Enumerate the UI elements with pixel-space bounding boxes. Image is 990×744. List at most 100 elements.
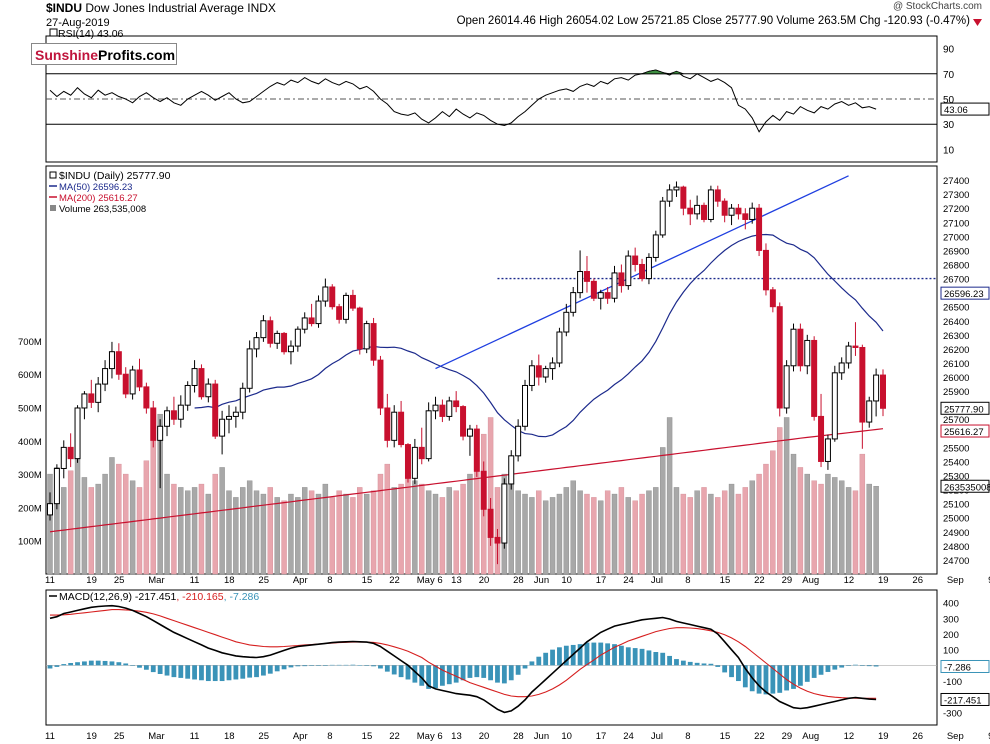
x-tick-label-bottom: 28 xyxy=(513,731,524,742)
volume-bar xyxy=(357,487,363,575)
macd-histogram-bar xyxy=(674,659,679,666)
volume-bar xyxy=(604,490,611,575)
price-tick-label: 27300 xyxy=(943,190,969,201)
volume-bar xyxy=(398,483,404,575)
x-tick-label-bottom: 19 xyxy=(86,731,97,742)
x-tick-label: 29 xyxy=(782,575,793,586)
candle-body xyxy=(274,332,281,344)
candle-body xyxy=(356,307,363,350)
macd-histogram-bar xyxy=(846,665,851,666)
macd-histogram-bar xyxy=(316,665,321,666)
volume-bar xyxy=(646,490,652,575)
volume-bar xyxy=(797,467,804,575)
volume-legend-icon xyxy=(50,205,56,211)
candle-body xyxy=(143,386,150,409)
candle-body xyxy=(336,306,343,320)
macd-tick-label: 400 xyxy=(943,599,959,610)
candle-body xyxy=(370,323,377,361)
symbol: $INDU xyxy=(46,1,83,15)
candle-body xyxy=(563,311,570,333)
candle-body xyxy=(446,400,453,417)
macd-title-part: , -7.286 xyxy=(224,591,260,603)
macd-histogram-bar xyxy=(632,648,638,666)
macd-histogram-bar xyxy=(557,647,562,666)
x-tick-label: 24 xyxy=(623,575,634,586)
candle-body xyxy=(191,368,198,386)
volume-bar xyxy=(653,487,659,575)
x-tick-label: 26 xyxy=(912,575,923,586)
candle-body xyxy=(432,404,439,412)
volume-bar xyxy=(109,457,115,575)
price-tick-label: 26900 xyxy=(943,246,969,257)
macd-histogram-bar xyxy=(653,652,659,666)
candle-body xyxy=(645,256,652,280)
macd-histogram-bar xyxy=(853,664,858,666)
macd-histogram-bar xyxy=(192,665,197,680)
rsi-legend-icon xyxy=(49,28,58,37)
volume-bar xyxy=(777,427,783,575)
rsi-last-label-box xyxy=(940,102,990,116)
volume-bar xyxy=(136,487,143,575)
macd-histogram-bar xyxy=(715,665,721,667)
volume-bar xyxy=(660,447,666,575)
volume-bar xyxy=(666,417,673,575)
candle-body xyxy=(542,368,549,378)
x-tick-label-bottom: 9 xyxy=(988,731,990,742)
macd-histogram-bar xyxy=(770,665,776,694)
ma50-last-label-box xyxy=(940,286,990,300)
candle-body xyxy=(783,365,790,409)
macd-histogram-bar xyxy=(584,642,590,666)
candle-body xyxy=(81,393,88,409)
macd-histogram-bar xyxy=(384,665,390,672)
volume-bar xyxy=(219,467,225,575)
volume-bar xyxy=(701,487,707,575)
x-tick-label-bottom: 15 xyxy=(720,731,731,742)
macd-histogram-bar xyxy=(467,665,473,678)
candle-body xyxy=(742,213,749,220)
x-tick-label: 19 xyxy=(86,575,97,586)
volume-bar xyxy=(178,487,184,575)
x-tick-label-bottom: 17 xyxy=(596,731,607,742)
rsi-tick-label: 10 xyxy=(943,145,955,156)
macd-histogram-bar xyxy=(522,665,528,669)
price-tick-label: 26700 xyxy=(943,275,969,286)
macd-histogram-bar xyxy=(680,660,686,666)
x-tick-label-bottom: 13 xyxy=(451,731,462,742)
macd-histogram-bar xyxy=(543,652,549,666)
volume-bar xyxy=(763,463,769,575)
price-tick-label: 25300 xyxy=(943,472,969,483)
macd-histogram-bar xyxy=(164,665,170,676)
volume-tick-label: 700M xyxy=(18,337,42,348)
volume-bar xyxy=(350,497,356,575)
macd-histogram-bar xyxy=(577,644,583,666)
candle-body xyxy=(714,189,721,202)
volume-bar xyxy=(832,477,838,575)
volume-bar xyxy=(432,493,439,575)
x-tick-label: 10 xyxy=(561,575,572,586)
candle-body xyxy=(115,351,122,375)
macd-title-part: MACD(12,26,9) xyxy=(59,591,132,603)
x-tick-label-bottom: May 6 xyxy=(417,731,443,742)
macd-histogram-bar xyxy=(212,665,218,682)
candle-body xyxy=(184,384,191,406)
volume-bar xyxy=(715,497,721,575)
candle-body xyxy=(604,292,611,299)
price-tick-label: 27100 xyxy=(943,218,969,229)
candle-body xyxy=(701,204,708,220)
candle-body xyxy=(473,428,480,472)
candle-body xyxy=(501,483,508,544)
candle-body xyxy=(818,415,825,462)
macd-histogram-bar xyxy=(474,665,480,678)
volume-bar xyxy=(570,480,576,575)
brand-part2: Profits.com xyxy=(98,47,176,63)
volume-bar xyxy=(88,487,95,575)
candle-body xyxy=(597,292,604,299)
volume-bar xyxy=(171,483,177,575)
volume-bar xyxy=(67,470,74,575)
volume-bar xyxy=(838,480,845,575)
x-tick-label-bottom: Mar xyxy=(148,731,164,742)
volume-bar xyxy=(680,493,687,575)
price-tick-label: 25700 xyxy=(943,415,969,426)
macd-histogram-bar xyxy=(426,665,432,689)
macd-histogram-bar xyxy=(736,665,741,682)
